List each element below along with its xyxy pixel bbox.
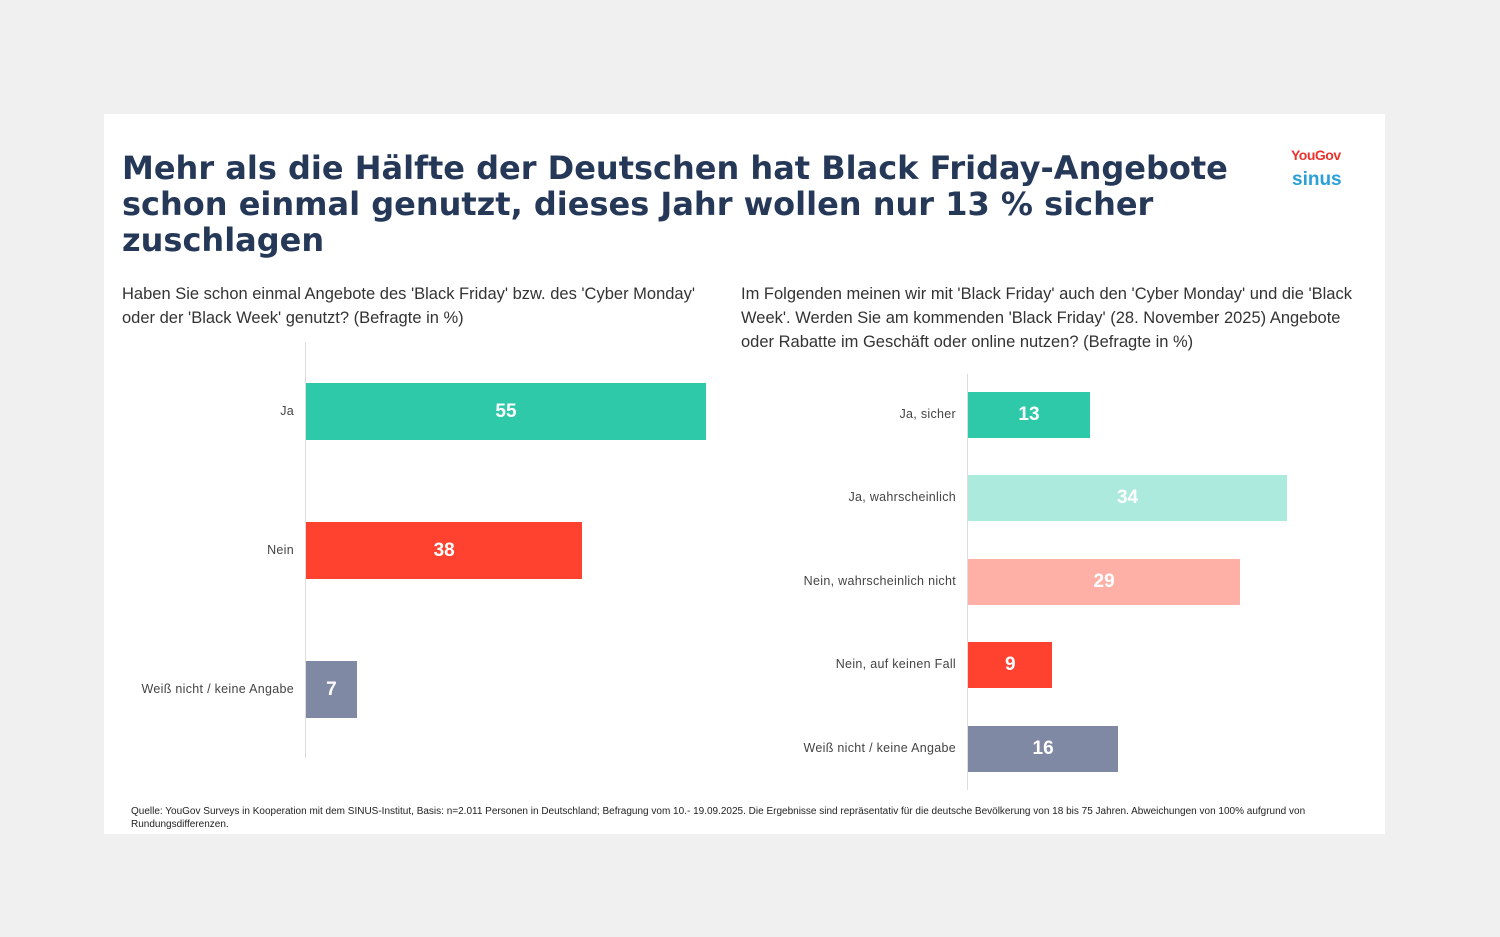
bar-0-2: 7 (306, 661, 357, 718)
data-label: 16 (1032, 738, 1054, 759)
bar-1-0: 13 (968, 392, 1090, 438)
bar-1-2: 29 (968, 559, 1241, 605)
bar-1-1: 34 (968, 475, 1288, 521)
category-label: Nein, wahrscheinlich nicht (803, 574, 956, 588)
data-label: 7 (326, 678, 337, 700)
data-label: 13 (1018, 404, 1040, 425)
chart1-question: Haben Sie schon einmal Angebote des 'Bla… (122, 285, 695, 327)
bar-0-1: 38 (306, 522, 583, 579)
data-label: 55 (495, 400, 517, 422)
yougov-logo: YouGov (1291, 147, 1341, 163)
data-label: 9 (1004, 654, 1016, 675)
category-label: Weiß nicht / keine Angabe (141, 681, 294, 696)
category-label: Ja, sicher (899, 407, 956, 421)
bar-1-4: 16 (968, 726, 1119, 772)
chart2-question: Im Folgenden meinen wir mit 'Black Frida… (741, 285, 1352, 351)
source-note: Quelle: YouGov Surveys in Kooperation mi… (131, 806, 1306, 830)
data-label: 34 (1116, 487, 1139, 508)
sinus-logo: sinus (1292, 169, 1342, 190)
data-label: 29 (1093, 571, 1115, 592)
data-label: 38 (433, 539, 455, 561)
bar-1-3: 9 (968, 642, 1053, 688)
category-label: Nein, auf keinen Fall (835, 657, 956, 671)
category-label: Ja, wahrscheinlich (848, 490, 956, 504)
chart2-axis (967, 374, 968, 790)
chart1-axis (305, 342, 306, 758)
category-label: Weiß nicht / keine Angabe (803, 741, 956, 755)
bar-0-0: 55 (306, 383, 706, 440)
category-label: Nein (267, 542, 294, 557)
category-label: Ja (280, 403, 294, 418)
page-title: Mehr als die Hälfte der Deutschen hat Bl… (122, 149, 1228, 259)
